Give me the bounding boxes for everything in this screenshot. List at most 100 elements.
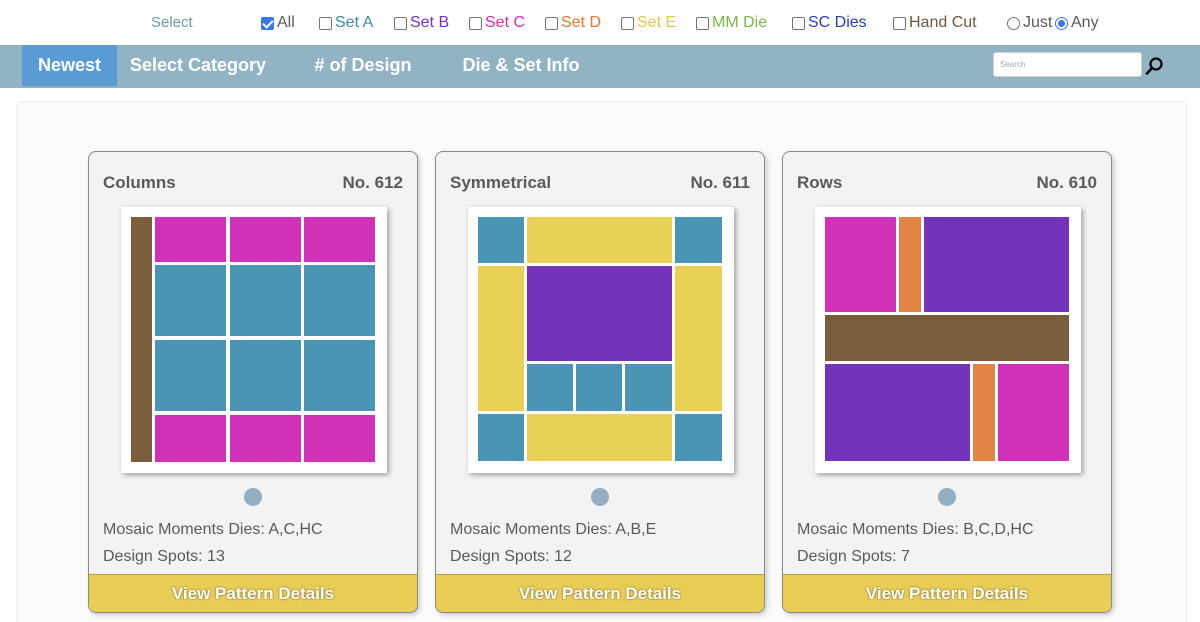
- view-pattern-details-button[interactable]: View Pattern Details: [783, 574, 1111, 612]
- design-spots-info: Design Spots: 13: [103, 548, 225, 565]
- mosaic-tile-yellow: [478, 266, 524, 411]
- filter-set-a-label: Set A: [335, 14, 374, 31]
- mosaic-tile-teal: [478, 217, 524, 263]
- mosaic-tile-magenta: [304, 217, 375, 262]
- nav-select-category[interactable]: Select Category: [129, 55, 267, 75]
- filter-set-b[interactable]: Set B: [394, 14, 449, 32]
- filter-set-c[interactable]: Set C: [469, 14, 525, 32]
- mosaic-tile-teal: [304, 265, 375, 336]
- filter-set-a[interactable]: Set A: [319, 14, 373, 32]
- pattern-image: [478, 217, 722, 461]
- nav-newest[interactable]: Newest: [22, 45, 117, 86]
- filter-hand-cut[interactable]: Hand Cut: [893, 14, 977, 32]
- carousel-dot[interactable]: [244, 488, 262, 506]
- dies-info: Mosaic Moments Dies: B,C,D,HC: [797, 521, 1034, 538]
- mosaic-tile-purple: [924, 217, 1069, 312]
- mosaic-tile-teal: [576, 364, 622, 411]
- dies-info: Mosaic Moments Dies: A,C,HC: [103, 521, 323, 538]
- nav-design-spots[interactable]: # of Design Spots: [314, 55, 412, 116]
- pattern-card: Columns No. 612 Mosaic Moments Dies: A,C…: [88, 151, 418, 613]
- filter-sc-dies-label: SC Dies: [808, 14, 867, 31]
- mosaic-tile-magenta: [825, 217, 896, 312]
- mosaic-tile-magenta: [230, 217, 301, 262]
- pattern-name: Columns: [103, 173, 176, 192]
- mosaic-tile-brown: [825, 315, 1069, 361]
- filter-set-c-checkbox[interactable]: [469, 16, 482, 30]
- filter-bar: Select All Set A Set B Set C Set D Set E…: [0, 0, 1200, 46]
- mosaic-tile-orange: [899, 217, 921, 312]
- filter-all-checkbox[interactable]: [261, 16, 274, 30]
- filter-set-b-checkbox[interactable]: [394, 16, 407, 30]
- match-any-radio[interactable]: [1055, 16, 1068, 30]
- mosaic-tile-magenta: [230, 415, 301, 462]
- filter-sc-dies-checkbox[interactable]: [792, 16, 805, 30]
- mosaic-tile-teal: [527, 364, 573, 411]
- match-any[interactable]: Any: [1055, 14, 1099, 32]
- mosaic-tile-teal: [625, 364, 672, 411]
- filter-hand-cut-label: Hand Cut: [909, 14, 977, 31]
- filter-mm-die-label: MM Die: [712, 14, 768, 31]
- carousel-dot[interactable]: [591, 488, 609, 506]
- mosaic-tile-orange: [973, 364, 995, 461]
- view-pattern-details-button[interactable]: View Pattern Details: [89, 574, 417, 612]
- pattern-thumbnail[interactable]: [468, 207, 734, 473]
- filter-all[interactable]: All: [261, 14, 295, 32]
- mosaic-tile-magenta: [155, 217, 226, 262]
- mosaic-tile-teal: [675, 414, 722, 461]
- mosaic-tile-teal: [478, 414, 524, 461]
- nav-die-set-info[interactable]: Die & Set Info: [462, 55, 580, 75]
- search-button[interactable]: [1145, 56, 1165, 76]
- mosaic-tile-yellow: [527, 414, 672, 461]
- pattern-image: [131, 217, 375, 462]
- design-spots-info: Design Spots: 7: [797, 548, 910, 565]
- filter-mm-die[interactable]: MM Die: [696, 14, 767, 32]
- search-icon: [1145, 57, 1163, 75]
- filter-set-b-label: Set B: [410, 14, 450, 31]
- mosaic-tile-brown: [131, 217, 152, 462]
- mosaic-tile-magenta: [998, 364, 1069, 461]
- mosaic-tile-yellow: [675, 266, 722, 411]
- select-label: Select: [151, 14, 193, 31]
- pattern-number: No. 611: [690, 173, 750, 192]
- pattern-name: Rows: [797, 173, 843, 192]
- filter-set-e-checkbox[interactable]: [621, 16, 634, 30]
- pattern-number: No. 610: [1036, 173, 1097, 192]
- match-just[interactable]: Just: [1007, 14, 1052, 32]
- design-spots-info: Design Spots: 12: [450, 548, 572, 565]
- dies-info: Mosaic Moments Dies: A,B,E: [450, 521, 657, 538]
- filter-hand-cut-checkbox[interactable]: [893, 16, 906, 30]
- pattern-thumbnail[interactable]: [121, 207, 387, 473]
- filter-set-c-label: Set C: [485, 14, 526, 31]
- filter-set-d[interactable]: Set D: [545, 14, 601, 32]
- mosaic-tile-teal: [304, 340, 375, 411]
- view-pattern-details-button[interactable]: View Pattern Details: [436, 574, 764, 612]
- pattern-thumbnail[interactable]: [815, 207, 1081, 473]
- pattern-number: No. 612: [342, 173, 403, 192]
- mosaic-tile-magenta: [155, 415, 226, 462]
- filter-all-label: All: [277, 14, 295, 31]
- filter-set-e[interactable]: Set E: [621, 14, 676, 32]
- filter-set-a-checkbox[interactable]: [319, 16, 332, 30]
- pattern-name: Symmetrical: [450, 173, 552, 192]
- carousel-dot[interactable]: [938, 488, 956, 506]
- mosaic-tile-teal: [230, 265, 301, 336]
- mosaic-tile-teal: [675, 217, 722, 263]
- mosaic-tile-magenta: [304, 415, 375, 462]
- pattern-card: Symmetrical No. 611 Mosaic Moments Dies:…: [435, 151, 765, 613]
- mosaic-tile-yellow: [527, 217, 672, 263]
- filter-set-d-label: Set D: [561, 14, 602, 31]
- pattern-card: Rows No. 610 Mosaic Moments Dies: B,C,D,…: [782, 151, 1112, 613]
- mosaic-tile-purple: [527, 266, 672, 361]
- match-just-radio[interactable]: [1007, 16, 1020, 30]
- pattern-image: [825, 217, 1069, 461]
- match-just-label: Just: [1023, 14, 1053, 31]
- nav-bar: Newest Select Category # of Design Spots…: [0, 45, 1200, 116]
- filter-set-e-label: Set E: [637, 14, 677, 31]
- mosaic-tile-teal: [230, 340, 301, 411]
- search-input[interactable]: [993, 52, 1142, 77]
- filter-sc-dies[interactable]: SC Dies: [792, 14, 867, 32]
- mosaic-tile-teal: [155, 340, 226, 411]
- filter-mm-die-checkbox[interactable]: [696, 16, 709, 30]
- filter-set-d-checkbox[interactable]: [545, 16, 558, 30]
- match-any-label: Any: [1071, 14, 1099, 31]
